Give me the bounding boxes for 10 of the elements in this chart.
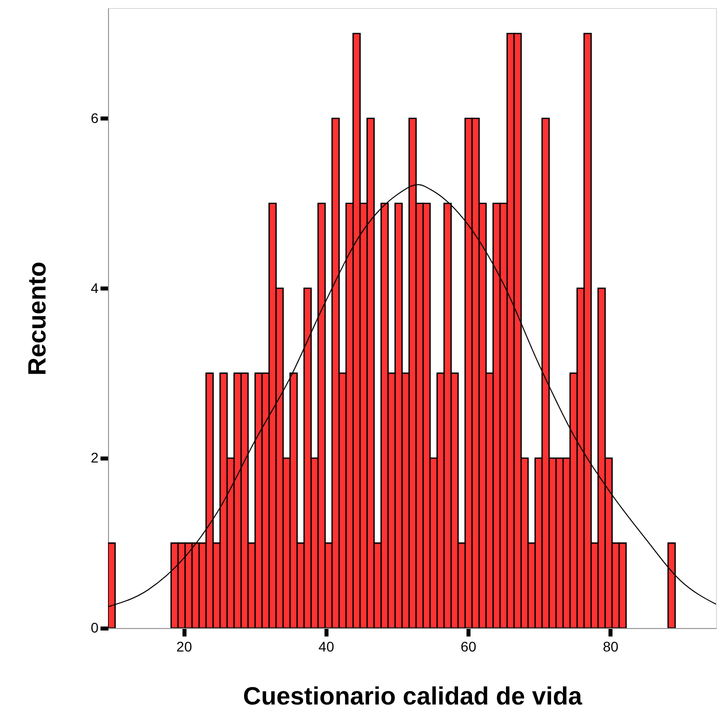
x-tick-label: 20 bbox=[176, 638, 192, 654]
y-tick-label: 0 bbox=[90, 620, 99, 636]
x-tick-label: 40 bbox=[318, 638, 334, 654]
x-axis-title: Cuestionario calidad de vida bbox=[243, 682, 584, 710]
x-tick-label: 80 bbox=[602, 638, 619, 654]
y-tick-label: 4 bbox=[90, 280, 99, 296]
y-tick-label: 2 bbox=[90, 450, 99, 466]
y-tick-label: 6 bbox=[90, 110, 99, 126]
x-tick-label: 60 bbox=[460, 638, 476, 654]
y-axis-title: Recuento bbox=[24, 262, 52, 376]
